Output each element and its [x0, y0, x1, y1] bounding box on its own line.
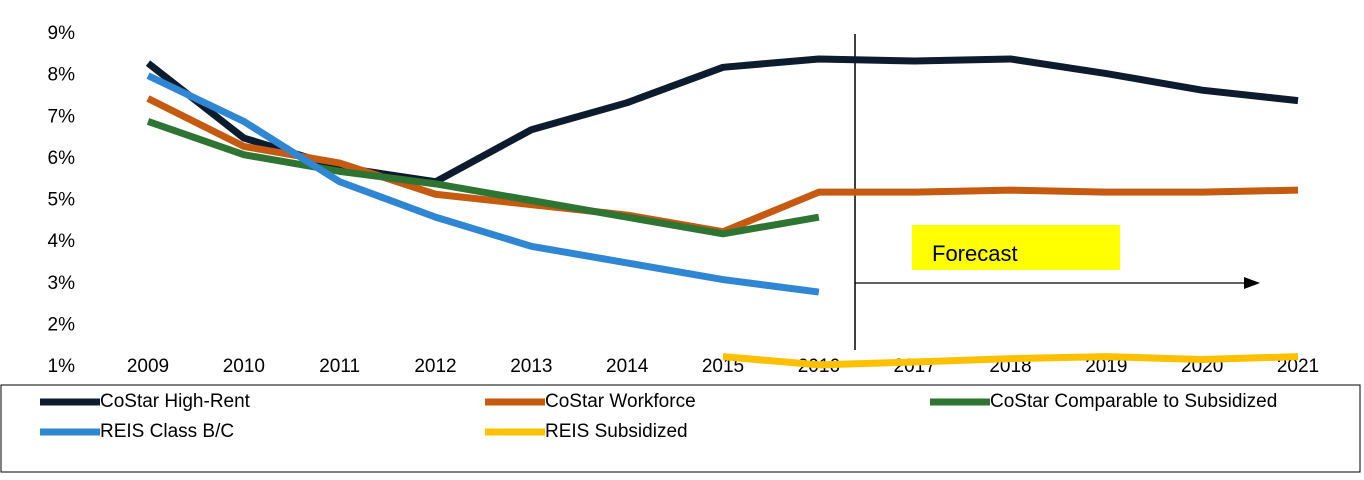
series-line: [146, 118, 820, 238]
x-tick-label: 2015: [702, 356, 744, 377]
x-tick-label: 2021: [1277, 356, 1319, 377]
series-line: [145, 55, 1299, 186]
annotation: Forecast: [932, 241, 1018, 266]
legend-label: REIS Class B/C: [100, 421, 234, 442]
x-tick-label: 2009: [127, 356, 169, 377]
y-tick-label: 9%: [48, 23, 76, 44]
y-tick-label: 4%: [48, 231, 76, 252]
y-tick-label: 2%: [48, 314, 76, 335]
x-tick-label: 2012: [414, 356, 456, 377]
legend-label: CoStar Workforce: [545, 391, 696, 412]
legend-label: CoStar High-Rent: [100, 391, 251, 412]
y-tick-label: 5%: [48, 190, 76, 211]
x-tick-label: 2011: [319, 356, 360, 377]
y-tick-label: 8%: [48, 65, 76, 86]
forecast-box: [912, 225, 1120, 270]
x-tick-label: 2010: [223, 356, 265, 377]
legend-label: CoStar Comparable to Subsidized: [990, 391, 1277, 412]
legend-label: REIS Subsidized: [545, 421, 688, 442]
forecast-arrowhead: [1244, 277, 1260, 289]
y-tick-label: 3%: [48, 273, 76, 294]
y-tick-label: 7%: [48, 106, 76, 127]
series-line: [146, 72, 820, 296]
x-tick-label: 2014: [606, 356, 649, 377]
series-line: [722, 353, 1299, 369]
legend-box: [0, 384, 1361, 473]
y-tick-label: 1%: [48, 356, 76, 377]
x-tick-label: 2013: [510, 356, 552, 377]
y-tick-label: 6%: [48, 148, 76, 169]
x-tick-label: 2019: [1085, 356, 1127, 377]
